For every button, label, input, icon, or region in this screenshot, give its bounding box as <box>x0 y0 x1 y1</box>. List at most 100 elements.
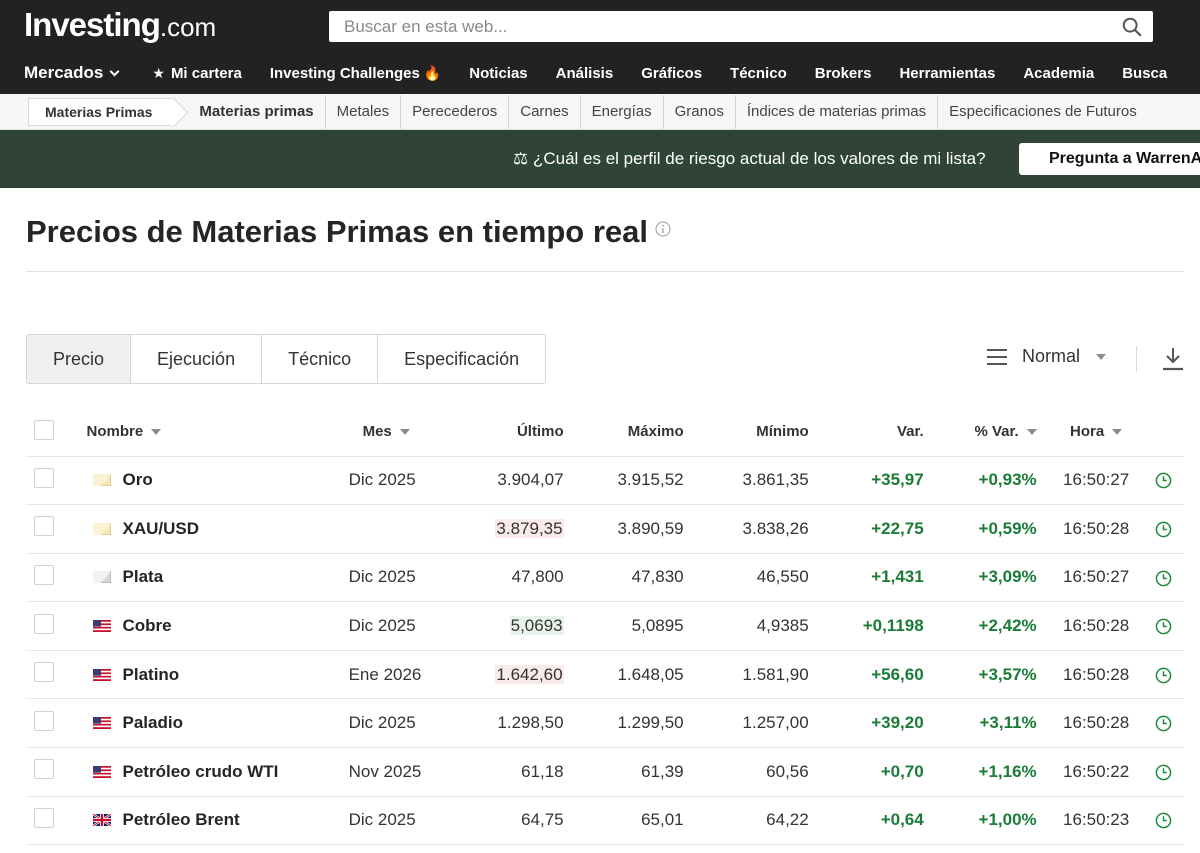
row-checkbox[interactable] <box>26 796 87 846</box>
silver-commodity-icon <box>92 571 111 584</box>
cell-minimo: 64,22 <box>683 796 809 846</box>
info-icon[interactable] <box>655 221 671 237</box>
select-all-checkbox[interactable] <box>26 408 87 456</box>
breadcrumb[interactable]: Materias Primas <box>28 97 175 126</box>
nav-analisis[interactable]: Análisis <box>555 64 614 82</box>
cell-mes: Dic 2025 <box>328 601 446 651</box>
subnav-item-materias-primas[interactable]: Materias primas <box>188 94 326 129</box>
row-checkbox[interactable] <box>26 455 87 506</box>
cell-var: +22,75 <box>808 504 924 554</box>
table-row[interactable]: Plata Dic 2025 47,800 47,830 46,550 +1,431 +3,… <box>26 553 1184 603</box>
logo[interactable]: Investing.com <box>24 6 217 43</box>
instrument-name-link[interactable]: Paladio <box>122 713 183 733</box>
cell-minimo: 3.838,26 <box>683 504 809 554</box>
tab-precio[interactable]: Precio <box>27 335 132 383</box>
cell-status <box>1143 504 1184 554</box>
table-row[interactable]: Paladio Dic 2025 1.298,50 1.299,50 1.257,00 +… <box>26 698 1184 749</box>
cell-minimo: 1.257,00 <box>683 698 809 749</box>
view-density-select[interactable]: Normal <box>986 346 1107 367</box>
nav-investing-challenges[interactable]: Investing Challenges 🔥 <box>269 64 442 82</box>
col-maximo[interactable]: Máximo <box>627 423 684 441</box>
clock-icon <box>1155 618 1172 635</box>
cell-mes: Nov 2025 <box>328 747 446 797</box>
flame-icon: 🔥 <box>423 64 442 81</box>
cell-name[interactable]: Plata <box>86 553 329 603</box>
row-checkbox[interactable] <box>26 553 87 603</box>
tab-tecnico[interactable]: Técnico <box>262 335 379 383</box>
subnav-item-perecederos[interactable]: Perecederos <box>401 94 510 129</box>
clock-icon <box>1155 667 1172 684</box>
instrument-name-link[interactable]: Oro <box>122 470 153 490</box>
chevron-down-icon <box>109 66 120 76</box>
cell-mes: Dic 2025 <box>328 796 446 846</box>
tab-ejecucion[interactable]: Ejecución <box>131 335 263 383</box>
sub-nav: Materias Primas Materias primas Metales … <box>0 94 1200 130</box>
instrument-name-link[interactable]: Platino <box>122 664 180 684</box>
nav-noticias[interactable]: Noticias <box>469 64 528 82</box>
nav-academia[interactable]: Academia <box>1023 64 1095 82</box>
col-ultimo[interactable]: Último <box>516 423 564 441</box>
download-icon[interactable] <box>1161 346 1185 372</box>
cell-ultimo: 5,0693 <box>445 601 564 651</box>
cell-mes: Ene 2026 <box>328 650 446 700</box>
table-row[interactable]: Petróleo Brent Dic 2025 64,75 65,01 64,22 +0,… <box>26 796 1184 846</box>
nav-tecnico[interactable]: Técnico <box>730 64 787 82</box>
cell-name[interactable]: Platino <box>86 650 329 700</box>
sort-icon <box>151 429 162 436</box>
table-row[interactable]: Cobre Dic 2025 5,0693 5,0895 4,9385 +0,1198 +2… <box>26 601 1184 651</box>
search-icon[interactable] <box>1121 16 1143 38</box>
row-checkbox[interactable] <box>26 650 87 700</box>
instrument-name-link[interactable]: Petróleo crudo WTI <box>122 761 279 781</box>
subnav-item-especificaciones[interactable]: Especificaciones de Futuros <box>949 102 1137 120</box>
tab-especificacion[interactable]: Especificación <box>378 335 546 383</box>
nav-mi-cartera[interactable]: ★ Mi cartera <box>152 64 242 82</box>
ask-warren-button[interactable]: Pregunta a WarrenA <box>1019 143 1200 175</box>
cell-name[interactable]: Oro <box>86 455 329 506</box>
instrument-name-link[interactable]: Petróleo Brent <box>122 810 240 830</box>
gold-commodity-icon <box>92 522 111 535</box>
clock-icon <box>1155 764 1172 781</box>
subnav-item-granos[interactable]: Granos <box>664 94 736 129</box>
cell-mes: Dic 2025 <box>328 455 446 506</box>
clock-icon <box>1155 570 1172 586</box>
row-checkbox[interactable] <box>26 747 87 797</box>
divider <box>1136 346 1137 372</box>
instrument-name-link[interactable]: Cobre <box>122 616 172 636</box>
search-input[interactable] <box>329 11 1109 42</box>
cell-name[interactable]: XAU/USD <box>86 504 329 554</box>
cell-status <box>1143 747 1184 797</box>
row-checkbox[interactable] <box>26 601 87 651</box>
cell-name[interactable]: Paladio <box>86 698 329 749</box>
table-row[interactable]: XAU/USD 3.879,35 3.890,59 3.838,26 +22,75 +0,… <box>26 504 1184 554</box>
col-pct-var[interactable]: % Var. <box>924 408 1037 456</box>
cell-var: +39,20 <box>808 698 924 749</box>
nav-mercados[interactable]: Mercados <box>24 63 120 83</box>
col-hora[interactable]: Hora <box>1037 408 1144 456</box>
subnav-item-indices[interactable]: Índices de materias primas <box>736 94 939 129</box>
cell-name[interactable]: Petróleo crudo WTI <box>86 747 329 797</box>
nav-brokers[interactable]: Brokers <box>814 64 872 82</box>
cell-name[interactable]: Petróleo Brent <box>86 796 329 846</box>
nav-buscador[interactable]: Busca <box>1122 64 1168 82</box>
table-row[interactable]: Oro Dic 2025 3.904,07 3.915,52 3.861,35 +35,9… <box>26 455 1184 506</box>
nav-graficos[interactable]: Gráficos <box>641 64 703 82</box>
cell-pct-var: +3,57% <box>923 650 1037 700</box>
cell-name[interactable]: Cobre <box>86 601 329 651</box>
col-nombre[interactable]: Nombre <box>87 408 329 456</box>
subnav-item-metales[interactable]: Metales <box>326 94 402 129</box>
page-title: Precios de Materias Primas en tiempo rea… <box>26 214 648 249</box>
nav-herramientas[interactable]: Herramientas <box>899 64 996 82</box>
col-var[interactable]: Var. <box>897 423 924 441</box>
table-row[interactable]: Petróleo crudo WTI Nov 2025 61,18 61,39 60,5… <box>26 747 1184 797</box>
row-checkbox[interactable] <box>26 504 87 554</box>
instrument-name-link[interactable]: Plata <box>122 567 164 587</box>
table-row[interactable]: Platino Ene 2026 1.642,60 1.648,05 1.581,90 +… <box>26 650 1184 700</box>
cell-maximo: 1.648,05 <box>563 650 684 700</box>
row-checkbox[interactable] <box>26 698 87 749</box>
instrument-name-link[interactable]: XAU/USD <box>122 518 200 538</box>
col-minimo[interactable]: Mínimo <box>756 423 809 441</box>
top-header: Investing.com Mercados ★Mi cartera Inves… <box>0 0 1200 94</box>
subnav-item-carnes[interactable]: Carnes <box>509 94 581 129</box>
col-mes[interactable]: Mes <box>329 408 446 456</box>
subnav-item-energias[interactable]: Energías <box>581 94 664 129</box>
